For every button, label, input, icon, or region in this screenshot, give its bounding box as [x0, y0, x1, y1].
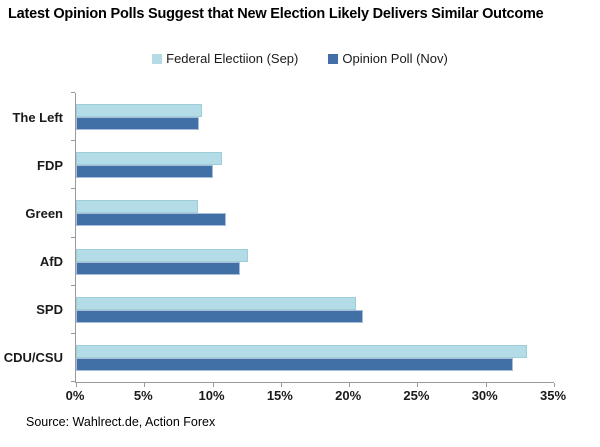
source-note: Source: Wahlrect.de, Action Forex: [26, 415, 216, 429]
bar-federal-election-sep: [76, 152, 223, 166]
x-tick-mark: [212, 383, 214, 387]
bar-federal-election-sep: [76, 248, 249, 262]
x-tick-label: 15%: [266, 388, 293, 403]
bar-federal-election-sep: [76, 296, 356, 310]
legend-swatch-icon: [152, 53, 163, 64]
legend: Federal Electiion (Sep) Opinion Poll (Nov…: [0, 51, 600, 66]
y-tick-mark: [71, 92, 75, 93]
category-label: CDU/CSU: [3, 350, 63, 366]
legend-item: Opinion Poll (Nov): [328, 51, 448, 66]
category-label: SPD: [36, 302, 63, 318]
chart-row: [76, 237, 554, 285]
category-label: Green: [25, 205, 63, 221]
x-tick-label: 30%: [471, 388, 498, 403]
chart-row: [76, 93, 554, 141]
chart-title: Latest Opinion Polls Suggest that New El…: [8, 6, 544, 22]
legend-item: Federal Electiion (Sep): [152, 51, 298, 66]
category-labels: The Left FDP Green AfD SPD CDU/CSU: [0, 93, 69, 382]
y-tick-mark: [71, 188, 75, 190]
bar-opinion-poll-nov: [76, 117, 199, 131]
chart-row: [76, 141, 554, 189]
x-tick-label: 5%: [133, 388, 153, 403]
x-tick-label: 35%: [539, 388, 567, 403]
bar-opinion-poll-nov: [76, 309, 363, 323]
bar-opinion-poll-nov: [76, 357, 514, 371]
x-tick-mark: [144, 383, 146, 387]
x-tick-label: 0%: [65, 388, 85, 403]
chart-row: [76, 334, 554, 382]
y-tick-mark: [71, 236, 75, 238]
bar-federal-election-sep: [76, 200, 198, 214]
category-label: FDP: [37, 157, 63, 173]
x-tick-mark: [485, 383, 487, 387]
x-tick-mark: [76, 383, 77, 387]
bar-federal-election-sep: [76, 344, 527, 358]
x-tick-mark: [280, 383, 282, 387]
y-tick-mark: [71, 381, 75, 382]
y-tick-mark: [71, 284, 75, 286]
bar-opinion-poll-nov: [76, 213, 227, 227]
legend-label: Federal Electiion (Sep): [166, 51, 299, 66]
plot-area: [71, 92, 555, 387]
x-axis-labels: 0% 5% 10% 15% 20% 25% 30% 35%: [66, 388, 566, 404]
category-label: The Left: [12, 109, 63, 125]
bar-opinion-poll-nov: [76, 261, 240, 275]
plot-rows: [76, 93, 554, 382]
y-tick-mark: [71, 140, 75, 142]
bar-federal-election-sep: [76, 104, 202, 118]
x-tick-label: 25%: [403, 388, 430, 403]
x-tick-label: 10%: [198, 388, 225, 403]
x-tick-mark: [554, 383, 555, 387]
y-tick-mark: [71, 332, 75, 334]
chart-row: [76, 189, 554, 237]
legend-label: Opinion Poll (Nov): [342, 51, 448, 66]
x-tick-mark: [417, 383, 419, 387]
category-label: AfD: [39, 254, 63, 270]
legend-swatch-icon: [328, 53, 339, 64]
x-tick-label: 20%: [335, 388, 362, 403]
chart-row: [76, 286, 554, 334]
bar-opinion-poll-nov: [76, 165, 213, 179]
x-tick-mark: [349, 383, 351, 387]
